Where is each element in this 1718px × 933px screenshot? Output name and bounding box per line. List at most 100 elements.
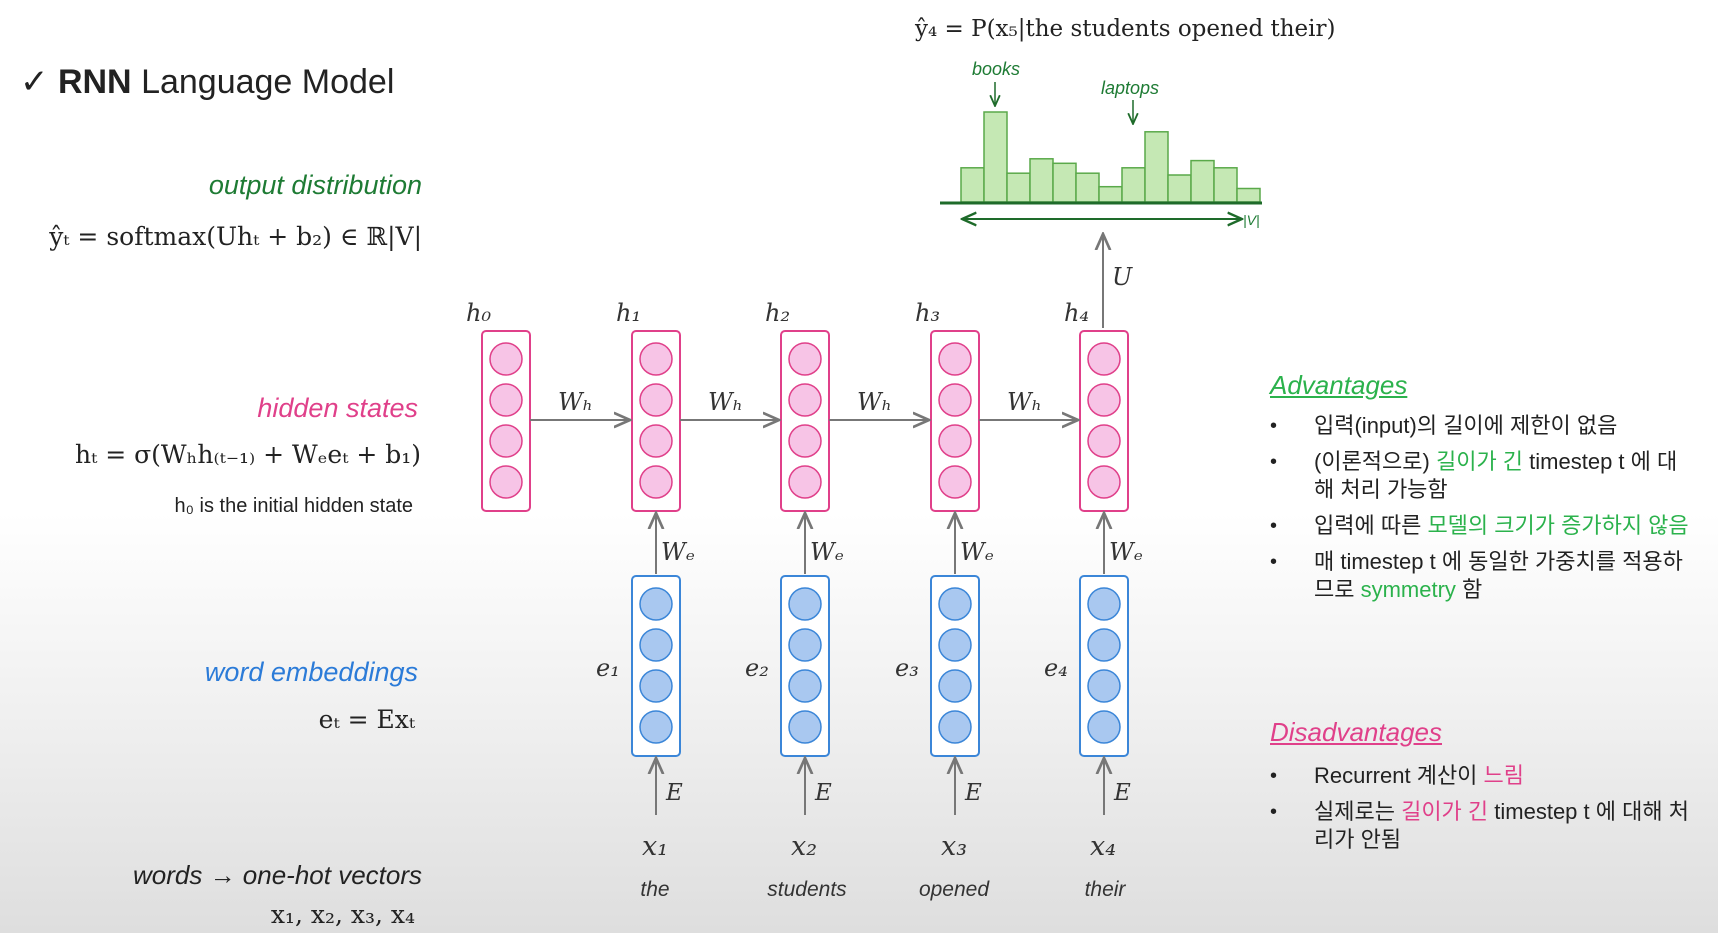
word-the: the [640, 878, 670, 901]
embedding-neuron [938, 710, 972, 744]
histogram-bar [1144, 131, 1169, 203]
rnn-columns: h₀ h₁ Wₕ e₁ Wₑ Ex₁ h₂ Wₕ e₂ Wₑ Ex₂ h₃ Wₕ e₃ Wₑ Ex₃ h₄ Wₕ e… [466, 299, 1143, 862]
hidden-neuron [489, 424, 523, 458]
embed-formula: eₜ = Exₜ [318, 705, 415, 734]
wh-label: Wₕ [1007, 388, 1042, 416]
disadvantages-list: Recurrent 계산이 느림 실제로는 길이가 긴 timestep t 에… [1270, 762, 1700, 862]
embedding-neuron [938, 587, 972, 621]
output-formula: ŷₜ = softmax(Uhₜ + b₂) ∈ ℝ|V| [49, 222, 422, 251]
output-distribution-label: output distribution [208, 170, 422, 200]
embedding-neuron [938, 669, 972, 703]
embedding-box [1079, 575, 1129, 757]
hidden-label: h₀ [466, 299, 491, 327]
hidden-states-label: hidden states [257, 393, 418, 423]
embedding-label: e₄ [1044, 654, 1068, 682]
embedding-neuron [788, 710, 822, 744]
embedding-neuron [1087, 628, 1121, 662]
embedding-neuron [1087, 587, 1121, 621]
hidden-neuron [788, 424, 822, 458]
title-bold: RNN [57, 63, 132, 101]
advantage-item: 입력에 따른 모델의 크기가 증가하지 않음 [1270, 512, 1690, 540]
hidden-state-box [1079, 330, 1129, 512]
embedding-neuron [1087, 669, 1121, 703]
disadvantages-heading: Disadvantages [1270, 717, 1442, 747]
words-formula: x₁, x₂, x₃, x₄ [270, 900, 415, 929]
word-embeddings-label: word embeddings [204, 657, 418, 687]
embedding-box [780, 575, 830, 757]
histogram-bar [1029, 158, 1054, 203]
word-their: their [1084, 878, 1126, 901]
hidden-neuron [1087, 342, 1121, 376]
histogram-bar [1236, 187, 1261, 203]
e-matrix-label: E [1113, 780, 1131, 806]
hidden-neuron [788, 465, 822, 499]
hidden-label: h₃ [915, 299, 940, 327]
disadvantage-item: 실제로는 길이가 긴 timestep t 에 대해 처리가 안됨 [1270, 798, 1700, 854]
hidden-neuron [639, 424, 673, 458]
embedding-box [930, 575, 980, 757]
histogram-bar [1098, 185, 1123, 203]
x-label: x₁ [642, 831, 668, 862]
hidden-neuron [1087, 465, 1121, 499]
embedding-label: e₃ [895, 654, 919, 682]
embedding-neuron [788, 628, 822, 662]
hidden-neuron [788, 342, 822, 376]
hidden-neuron [1087, 424, 1121, 458]
embedding-neuron [938, 628, 972, 662]
embedding-label: e₂ [745, 654, 769, 682]
hidden-neuron [639, 465, 673, 499]
x-label: x₄ [1090, 831, 1116, 862]
x-label: x₃ [941, 831, 967, 862]
histogram [960, 111, 1261, 203]
advantage-item: 입력(input)의 길이에 제한이 없음 [1270, 412, 1690, 440]
word-opened: opened [918, 878, 990, 901]
slide-title: ✓ RNN Language Model [20, 62, 394, 102]
histogram-bar [960, 167, 985, 203]
e-matrix-label: E [665, 780, 683, 806]
hidden-neuron [489, 383, 523, 417]
hidden-neuron [938, 424, 972, 458]
embedding-neuron [1087, 710, 1121, 744]
hidden-formula: hₜ = σ(Wₕh₍ₜ₋₁₎ + Wₑeₜ + b₁) [75, 440, 421, 469]
books-label: books [972, 59, 1020, 79]
hidden-label: h₁ [616, 299, 641, 327]
embedding-box [631, 575, 681, 757]
title-rest: Language Model [131, 63, 395, 101]
hidden-note: h₀ is the initial hidden state [174, 495, 413, 517]
prob-formula: ŷ₄ = P(x₅|the students opened their) [914, 16, 1335, 42]
embedding-neuron [639, 628, 673, 662]
e-matrix-label: E [964, 780, 982, 806]
vocab-axis-label: |V| [1243, 212, 1260, 228]
histogram-bar [1121, 167, 1146, 203]
hidden-neuron [489, 342, 523, 376]
wh-label: Wₕ [857, 388, 892, 416]
hidden-neuron [938, 465, 972, 499]
we-label: Wₑ [810, 538, 844, 566]
histogram-bar [1213, 167, 1238, 203]
embedding-neuron [788, 587, 822, 621]
hidden-neuron [938, 342, 972, 376]
laptops-label: laptops [1101, 78, 1159, 98]
histogram-bar [1190, 159, 1215, 203]
hidden-neuron [1087, 383, 1121, 417]
u-label: U [1112, 263, 1133, 291]
advantages-list: 입력(input)의 길이에 제한이 없음 (이론적으로) 길이가 긴 time… [1270, 412, 1690, 612]
histogram-bar [1167, 174, 1192, 203]
hidden-label: h₂ [765, 299, 790, 327]
embedding-neuron [639, 710, 673, 744]
words-label: words → one-hot vectors [132, 860, 422, 890]
histogram-bar [1075, 172, 1100, 203]
embedding-neuron [788, 669, 822, 703]
hidden-neuron [938, 383, 972, 417]
word-students: students [767, 878, 847, 901]
advantage-item: 매 timestep t 에 동일한 가중치를 적용하므로 symmetry 함 [1270, 548, 1690, 604]
advantage-item: (이론적으로) 길이가 긴 timestep t 에 대해 처리 가능함 [1270, 448, 1690, 504]
we-label: Wₑ [960, 538, 994, 566]
embedding-neuron [639, 669, 673, 703]
advantages-heading: Advantages [1270, 370, 1408, 400]
disadvantage-item: Recurrent 계산이 느림 [1270, 762, 1700, 790]
check-icon: ✓ [20, 63, 49, 101]
hidden-neuron [788, 383, 822, 417]
hidden-neuron [639, 342, 673, 376]
